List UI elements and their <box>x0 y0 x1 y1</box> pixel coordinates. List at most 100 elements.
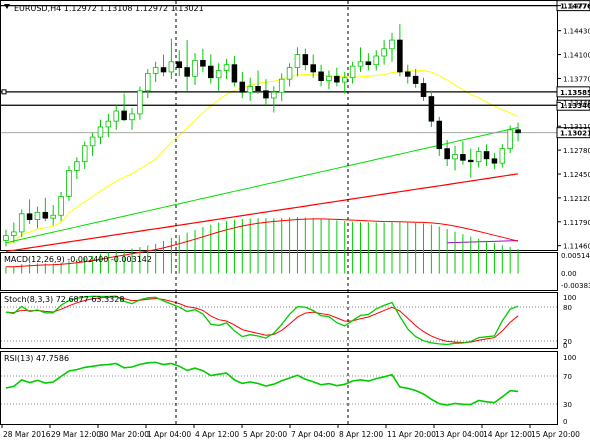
horizontal-lines[interactable]: 1.14776 1.13585 1.13340 1.13021 <box>1 0 590 139</box>
candle-bull <box>144 72 151 92</box>
price-line-label-box <box>556 99 590 111</box>
moving-averages <box>5 70 519 252</box>
candle-bull <box>89 136 96 147</box>
candle-bear <box>160 67 167 73</box>
candle-bull <box>74 161 80 171</box>
candle-bear <box>404 71 411 77</box>
macd-pane-frame <box>0 252 558 291</box>
price-tick-label: 1.12450 <box>563 171 590 179</box>
candle-bull <box>373 55 380 66</box>
candle-bull <box>286 67 293 80</box>
candle-bull <box>475 151 482 163</box>
time-tick-label: 15 Apr 20:00 <box>531 430 580 439</box>
stoch-tick-label: 0 <box>563 342 567 350</box>
candle-bear <box>42 211 49 219</box>
stochastic-pane[interactable]: Stoch(8,3,3) 72.6877 63.3328 100 80 200 <box>0 292 577 351</box>
time-tick-label: 28 Mar 2016 <box>3 430 51 439</box>
candle-bull <box>168 61 175 73</box>
time-tick-label: 7 Apr 04:00 <box>291 430 335 439</box>
candle-bear <box>397 39 403 73</box>
candle-bull <box>137 90 143 115</box>
price-tick-label: 1.13110 <box>563 123 590 131</box>
candle-bull <box>18 213 25 233</box>
rsi-tick-label: 30 <box>563 401 572 409</box>
candle-bear <box>334 75 340 83</box>
price-tick-label: 1.14100 <box>563 52 590 60</box>
rsi-axis: 100 70 30 0 <box>563 354 576 426</box>
macd-tick-label: 0.005147 <box>561 252 590 260</box>
candle-bull <box>113 110 120 122</box>
macd-pane[interactable]: MACD(12,26,9) -0.002400 -0.003142 0.0051… <box>0 217 590 291</box>
stoch-tick-label: 20 <box>563 338 572 346</box>
candle-bull <box>105 120 112 128</box>
price-tick-label: 1.13770 <box>563 75 590 83</box>
candle-bull <box>223 64 230 71</box>
candle-bull <box>247 86 253 93</box>
candle-bull <box>11 231 17 236</box>
candle-bear <box>208 65 214 79</box>
rsi-tick-label: 0 <box>563 418 567 426</box>
rsi-label: RSI(13) 47.7586 <box>4 354 69 363</box>
candle-bear <box>428 96 435 122</box>
macd-tick-label: 0.00 <box>561 270 577 278</box>
candle-bear <box>263 90 269 99</box>
price-line-label-box <box>556 86 590 98</box>
rsi-pane[interactable]: RSI(13) 47.7586 100 70 30 0 <box>0 351 577 427</box>
candle-bull <box>499 148 506 164</box>
candle-bull <box>58 196 64 216</box>
candle-bear <box>255 86 261 92</box>
time-tick-label: 14 Apr 12:00 <box>483 430 532 439</box>
stoch-tick-label: 80 <box>563 304 572 312</box>
macd-histogram <box>5 217 519 274</box>
candle-bull <box>271 91 277 99</box>
candle-bull <box>389 39 395 50</box>
time-tick-label: 1 Apr 04:00 <box>147 430 191 439</box>
price-tick-label: 1.11460 <box>563 243 590 251</box>
moving-average-fast <box>5 70 519 245</box>
price-axis: 1.14776 1.14430 1.14100 1.13770 1.13440 1.131… <box>557 3 590 251</box>
stoch-tick-label: 100 <box>563 294 576 302</box>
price-tick-label: 1.14776 <box>563 3 590 11</box>
line-handle-left[interactable] <box>1 89 7 95</box>
collapse-triangle-icon[interactable] <box>4 4 10 9</box>
candle-bull <box>326 75 332 82</box>
candle-bear <box>365 61 372 66</box>
candle-bull <box>3 235 9 241</box>
rsi-tick-label: 70 <box>563 373 572 381</box>
candle-bear <box>200 59 206 67</box>
price-tick-label: 1.13440 <box>563 99 590 107</box>
candle-bull <box>278 78 285 93</box>
candle-bull <box>215 70 222 79</box>
candle-bear <box>515 129 521 134</box>
candle-bull <box>507 129 513 150</box>
candle-bull <box>34 211 41 220</box>
candle-bear <box>436 120 443 150</box>
time-tick-label: 5 Apr 20:00 <box>243 430 287 439</box>
price-pane-frame <box>0 0 558 251</box>
moving-average-long <box>447 240 519 244</box>
candle-bear <box>184 67 190 77</box>
price-tick-label: 1.12120 <box>563 195 590 203</box>
candle-bull <box>152 67 159 74</box>
candle-bear <box>318 71 324 82</box>
macd-tick-label: -0.003833 <box>561 282 590 290</box>
candle-bull <box>129 113 135 121</box>
candle-bear <box>444 148 450 160</box>
candle-bear <box>239 81 246 93</box>
time-tick-label: 11 Apr 20:00 <box>387 430 436 439</box>
stoch-label: Stoch(8,3,3) 72.6877 63.3328 <box>4 295 124 304</box>
candle-bull <box>357 61 364 67</box>
candlesticks <box>3 24 521 247</box>
candle-bear <box>121 110 127 121</box>
candle-bull <box>452 154 458 160</box>
candle-bear <box>412 75 419 84</box>
rsi-line <box>5 361 519 406</box>
stoch-main-line <box>5 295 519 346</box>
stochastic-pane-frame <box>0 292 558 349</box>
macd-signal-line <box>5 218 519 268</box>
candle-bear <box>483 151 490 160</box>
candle-bull <box>192 59 198 77</box>
